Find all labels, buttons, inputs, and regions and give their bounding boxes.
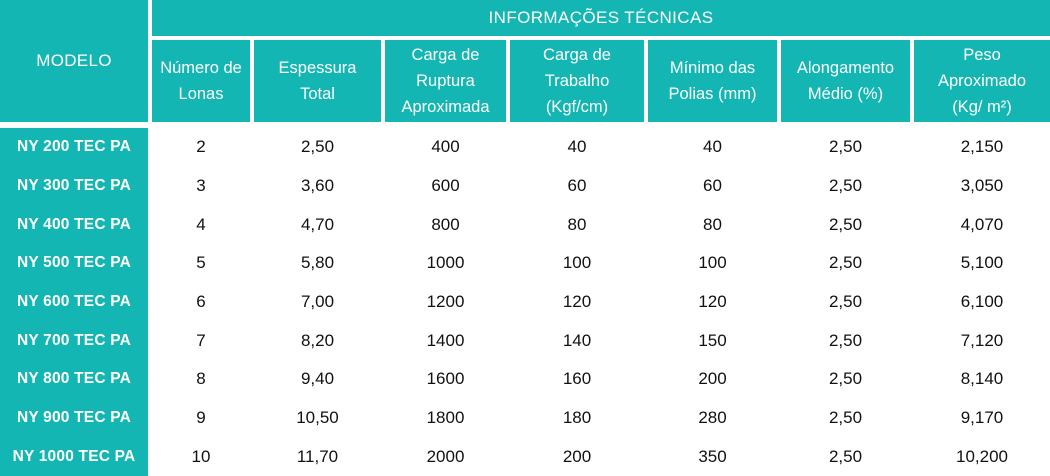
data-cell: 2,50 xyxy=(781,398,910,438)
data-cell: 8,20 xyxy=(254,321,381,360)
data-cell: 2 xyxy=(152,128,250,167)
data-cell: 3,050 xyxy=(914,166,1050,206)
data-cell: 1800 xyxy=(385,398,506,438)
data-cell: 2,150 xyxy=(914,128,1050,167)
data-cell: 40 xyxy=(510,128,644,167)
data-cell: 7,00 xyxy=(254,282,381,322)
data-cell: 600 xyxy=(385,166,506,206)
model-cell: NY 400 TEC PA xyxy=(0,205,148,244)
data-cell: 2,50 xyxy=(781,321,910,360)
data-cell: 1600 xyxy=(385,359,506,399)
column-header: Carga de Trabalho (Kgf/cm) xyxy=(510,40,644,122)
column-header: Alongamento Médio (%) xyxy=(781,40,910,122)
data-cell: 7,120 xyxy=(914,321,1050,360)
column-header: Mínimo das Polias (mm) xyxy=(648,40,777,122)
data-cell: 350 xyxy=(648,437,777,476)
data-cell: 4 xyxy=(152,205,250,244)
data-cell: 40 xyxy=(648,128,777,167)
data-cell: 10,200 xyxy=(914,437,1050,476)
data-cell: 6 xyxy=(152,282,250,322)
data-cell: 2,50 xyxy=(781,359,910,399)
data-cell: 4,70 xyxy=(254,205,381,244)
data-cell: 11,70 xyxy=(254,437,381,476)
data-cell: 2,50 xyxy=(781,128,910,167)
data-cell: 140 xyxy=(510,321,644,360)
data-cell: 120 xyxy=(510,282,644,322)
data-cell: 1200 xyxy=(385,282,506,322)
data-cell: 200 xyxy=(648,359,777,399)
data-cell: 80 xyxy=(510,205,644,244)
data-cell: 200 xyxy=(510,437,644,476)
model-cell: NY 600 TEC PA xyxy=(0,282,148,322)
data-cell: 1000 xyxy=(385,243,506,283)
column-header: Número de Lonas xyxy=(152,40,250,122)
data-cell: 120 xyxy=(648,282,777,322)
model-cell: NY 700 TEC PA xyxy=(0,321,148,360)
data-cell: 9,170 xyxy=(914,398,1050,438)
data-cell: 400 xyxy=(385,128,506,167)
model-cell: NY 200 TEC PA xyxy=(0,128,148,167)
column-header: Carga de Ruptura Aproximada xyxy=(385,40,506,122)
data-cell: 7 xyxy=(152,321,250,360)
data-cell: 2,50 xyxy=(781,205,910,244)
data-cell: 5,80 xyxy=(254,243,381,283)
data-cell: 3,60 xyxy=(254,166,381,206)
data-cell: 180 xyxy=(510,398,644,438)
data-cell: 100 xyxy=(648,243,777,283)
data-cell: 5,100 xyxy=(914,243,1050,283)
data-cell: 2,50 xyxy=(781,243,910,283)
data-cell: 800 xyxy=(385,205,506,244)
data-cell: 10,50 xyxy=(254,398,381,438)
table-header: MODELO INFORMAÇÕES TÉCNICAS Número de Lo… xyxy=(0,0,1050,122)
column-header: Peso Aproximado (Kg/ m²) xyxy=(914,40,1050,122)
data-cell: 9 xyxy=(152,398,250,438)
data-cell: 3 xyxy=(152,166,250,206)
model-cell: NY 1000 TEC PA xyxy=(0,437,148,476)
data-cell: 160 xyxy=(510,359,644,399)
data-cell: 4,070 xyxy=(914,205,1050,244)
data-cell: 2,50 xyxy=(781,282,910,322)
model-cell: NY 500 TEC PA xyxy=(0,243,148,283)
data-cell: 60 xyxy=(510,166,644,206)
model-cell: NY 300 TEC PA xyxy=(0,166,148,206)
table-body: NY 200 TEC PA 2 2,50 400 40 40 2,50 2,150 NY 300… xyxy=(0,128,1050,476)
data-cell: 10 xyxy=(152,437,250,476)
model-cell: NY 900 TEC PA xyxy=(0,398,148,438)
model-column-header: MODELO xyxy=(0,0,148,122)
column-header: Espessura Total xyxy=(254,40,381,122)
data-cell: 150 xyxy=(648,321,777,360)
data-cell: 2,50 xyxy=(781,437,910,476)
data-cell: 280 xyxy=(648,398,777,438)
data-cell: 2,50 xyxy=(781,166,910,206)
data-cell: 1400 xyxy=(385,321,506,360)
group-header-informacoes-tecnicas: INFORMAÇÕES TÉCNICAS xyxy=(152,0,1050,36)
data-cell: 60 xyxy=(648,166,777,206)
data-cell: 100 xyxy=(510,243,644,283)
data-cell: 8 xyxy=(152,359,250,399)
model-cell: NY 800 TEC PA xyxy=(0,359,148,399)
data-cell: 2000 xyxy=(385,437,506,476)
data-cell: 8,140 xyxy=(914,359,1050,399)
data-cell: 5 xyxy=(152,243,250,283)
data-cell: 9,40 xyxy=(254,359,381,399)
data-cell: 6,100 xyxy=(914,282,1050,322)
data-cell: 2,50 xyxy=(254,128,381,167)
data-cell: 80 xyxy=(648,205,777,244)
